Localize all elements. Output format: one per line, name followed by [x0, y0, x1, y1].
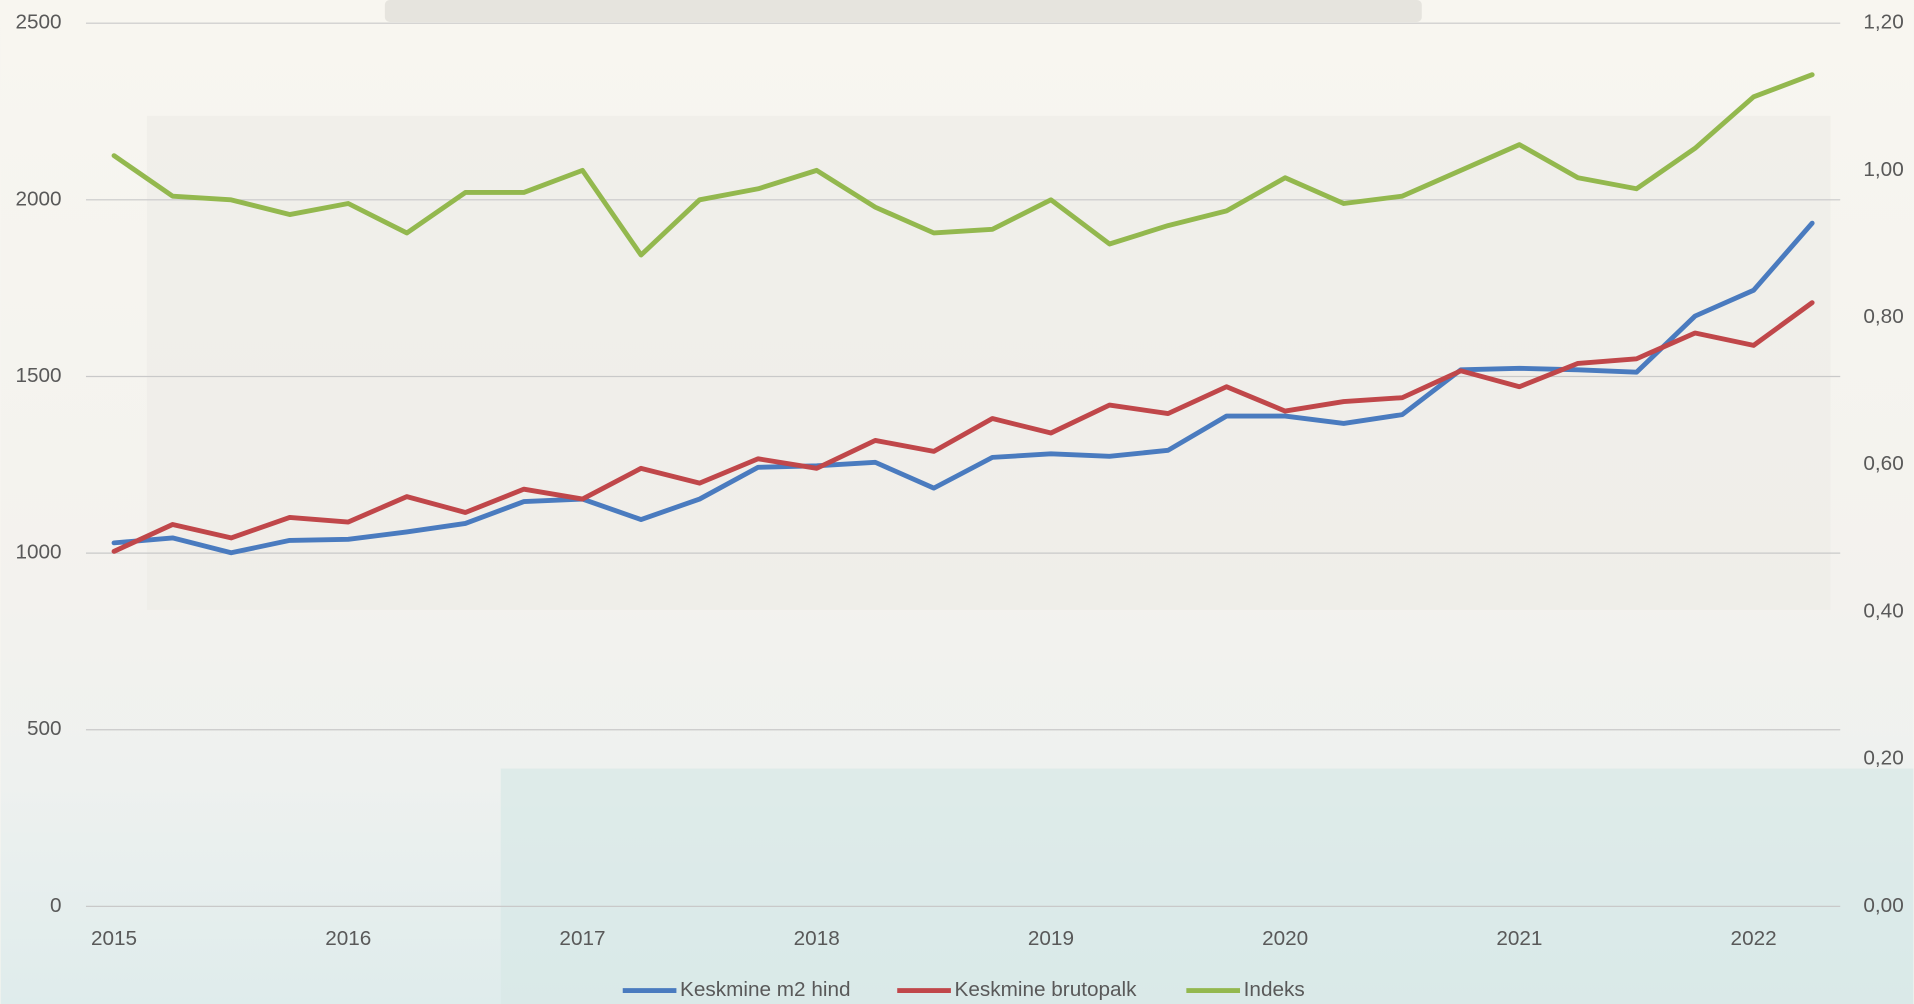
y2-tick-label: 0,60 [1863, 452, 1903, 475]
y-tick-label: 2500 [15, 11, 61, 34]
y2-tick-label: 1,20 [1863, 11, 1903, 34]
y2-tick-label: 0,40 [1863, 599, 1903, 622]
y-tick-label: 2000 [15, 187, 61, 210]
chart: 0 500 1000 1500 2000 2500 0,00 0,20 0,40 0,60 0,80… [0, 0, 1914, 1004]
y-tick-label: 0 [50, 894, 62, 917]
y2-tick-label: 0,80 [1863, 305, 1903, 328]
legend-label: Indeks [1244, 978, 1305, 1001]
x-tick-label: 2016 [325, 927, 371, 950]
x-tick-label: 2019 [1028, 927, 1074, 950]
x-tick-label: 2015 [91, 927, 137, 950]
x-tick-label: 2017 [559, 927, 605, 950]
background-light [385, 0, 1422, 22]
y-tick-label: 1000 [15, 541, 61, 564]
x-tick-label: 2022 [1731, 927, 1777, 950]
x-tick-label: 2018 [794, 927, 840, 950]
legend-label: Keskmine m2 hind [680, 978, 850, 1001]
y-tick-label: 1500 [15, 364, 61, 387]
y2-tick-label: 0,00 [1863, 894, 1903, 917]
legend-label: Keskmine brutopalk [955, 978, 1138, 1001]
y-tick-label: 500 [27, 717, 62, 740]
x-tick-label: 2021 [1496, 927, 1542, 950]
y2-tick-label: 0,20 [1863, 747, 1903, 770]
x-tick-label: 2020 [1262, 927, 1308, 950]
background-pool [501, 769, 1914, 1004]
page: {"chart_data":{"type":"line", "categorie… [0, 0, 1914, 1004]
y2-tick-label: 1,00 [1863, 158, 1903, 181]
